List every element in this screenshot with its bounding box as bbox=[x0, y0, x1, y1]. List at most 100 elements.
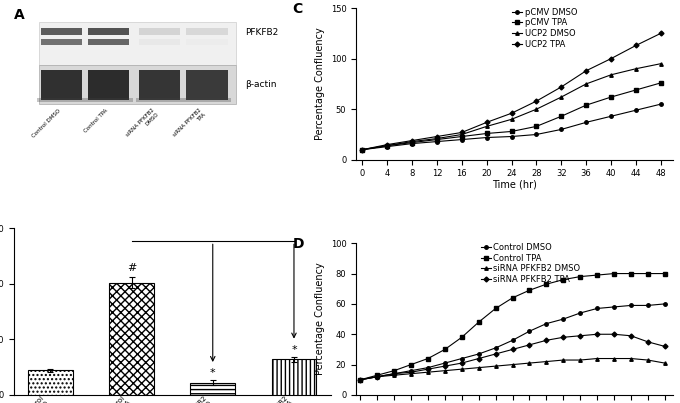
siRNA PFKFB2 DMSO bbox=[559, 357, 567, 362]
Bar bbox=[109, 283, 154, 395]
pCMV DMSO bbox=[507, 134, 515, 139]
siRNA PFKFB2 TPA bbox=[559, 335, 567, 340]
UCP2 DMSO bbox=[507, 117, 515, 122]
siRNA PFKFB2 TPA bbox=[526, 343, 534, 347]
Bar bbox=[85, 98, 133, 102]
Text: *: * bbox=[291, 345, 296, 355]
Control DMSO bbox=[661, 301, 669, 306]
siRNA PFKFB2 DMSO bbox=[458, 367, 466, 372]
Control DMSO bbox=[373, 374, 381, 379]
pCMV DMSO bbox=[657, 102, 665, 106]
Control TPA bbox=[373, 373, 381, 378]
Line: Control DMSO: Control DMSO bbox=[358, 302, 666, 382]
Control TPA bbox=[526, 288, 534, 293]
siRNA PFKFB2 DMSO bbox=[644, 357, 652, 362]
Control TPA bbox=[661, 271, 669, 276]
UCP2 DMSO bbox=[433, 136, 441, 141]
Control DMSO bbox=[542, 321, 550, 326]
UCP2 TPA bbox=[358, 147, 367, 152]
X-axis label: Time (hr): Time (hr) bbox=[492, 180, 537, 190]
Control DMSO bbox=[509, 338, 517, 343]
Text: PFKFB2: PFKFB2 bbox=[245, 28, 278, 37]
Text: siRNA PFKFB2
DMSO: siRNA PFKFB2 DMSO bbox=[125, 108, 160, 142]
Control TPA bbox=[559, 277, 567, 282]
Text: β-actin: β-actin bbox=[245, 80, 277, 89]
UCP2 DMSO bbox=[483, 124, 491, 129]
siRNA PFKFB2 DMSO bbox=[542, 359, 550, 364]
Bar bbox=[41, 69, 82, 100]
Bar bbox=[139, 69, 180, 100]
Control DMSO bbox=[390, 371, 398, 376]
siRNA PFKFB2 TPA bbox=[542, 338, 550, 343]
Line: pCMV TPA: pCMV TPA bbox=[360, 81, 662, 152]
Control TPA bbox=[610, 271, 618, 276]
Line: pCMV DMSO: pCMV DMSO bbox=[360, 102, 662, 152]
siRNA PFKFB2 TPA bbox=[441, 364, 449, 368]
siRNA PFKFB2 DMSO bbox=[356, 377, 364, 382]
Control TPA bbox=[407, 362, 415, 367]
Bar bbox=[139, 28, 180, 35]
siRNA PFKFB2 DMSO bbox=[627, 356, 635, 361]
Line: Control TPA: Control TPA bbox=[358, 272, 666, 382]
siRNA PFKFB2 DMSO bbox=[390, 373, 398, 378]
Bar bbox=[186, 39, 228, 45]
Control DMSO bbox=[441, 361, 449, 366]
Control DMSO bbox=[627, 303, 635, 308]
pCMV TPA bbox=[532, 124, 541, 129]
UCP2 DMSO bbox=[383, 143, 391, 148]
Control TPA bbox=[441, 347, 449, 352]
Control DMSO bbox=[576, 311, 584, 316]
UCP2 TPA bbox=[657, 31, 665, 36]
Control TPA bbox=[593, 273, 601, 278]
Control DMSO bbox=[593, 306, 601, 311]
Control TPA bbox=[390, 368, 398, 373]
UCP2 DMSO bbox=[557, 95, 565, 100]
Control TPA bbox=[475, 320, 483, 324]
Control DMSO bbox=[644, 303, 652, 308]
pCMV DMSO bbox=[458, 137, 466, 142]
pCMV DMSO bbox=[532, 132, 541, 137]
Legend: pCMV DMSO, pCMV TPA, UCP2 DMSO, UCP2 TPA: pCMV DMSO, pCMV TPA, UCP2 DMSO, UCP2 TPA bbox=[513, 8, 577, 49]
Control TPA bbox=[576, 274, 584, 279]
Text: Control DMSO: Control DMSO bbox=[31, 108, 61, 138]
Legend: Control DMSO, Control TPA, siRNA PFKFB2 DMSO, siRNA PFKFB2 TPA: Control DMSO, Control TPA, siRNA PFKFB2 … bbox=[481, 243, 581, 284]
Control TPA bbox=[356, 377, 364, 382]
UCP2 TPA bbox=[532, 99, 541, 104]
Bar bbox=[88, 39, 129, 45]
Text: A: A bbox=[14, 8, 24, 22]
Line: UCP2 TPA: UCP2 TPA bbox=[360, 31, 662, 152]
siRNA PFKFB2 TPA bbox=[390, 371, 398, 376]
Control TPA bbox=[458, 335, 466, 340]
pCMV TPA bbox=[632, 87, 640, 92]
Bar bbox=[271, 359, 316, 395]
Bar bbox=[41, 39, 82, 45]
UCP2 DMSO bbox=[657, 61, 665, 66]
pCMV TPA bbox=[607, 95, 615, 100]
Bar bbox=[186, 69, 228, 100]
UCP2 TPA bbox=[607, 56, 615, 61]
Line: UCP2 DMSO: UCP2 DMSO bbox=[360, 62, 662, 152]
Bar bbox=[37, 98, 85, 102]
UCP2 DMSO bbox=[458, 132, 466, 137]
UCP2 DMSO bbox=[607, 73, 615, 77]
siRNA PFKFB2 TPA bbox=[610, 332, 618, 337]
Control TPA bbox=[542, 282, 550, 287]
pCMV DMSO bbox=[483, 135, 491, 140]
Control DMSO bbox=[407, 368, 415, 373]
pCMV DMSO bbox=[408, 141, 416, 146]
Control TPA bbox=[627, 271, 635, 276]
siRNA PFKFB2 TPA bbox=[458, 361, 466, 366]
UCP2 DMSO bbox=[408, 139, 416, 144]
Control TPA bbox=[644, 271, 652, 276]
Control DMSO bbox=[559, 317, 567, 322]
UCP2 TPA bbox=[507, 111, 515, 116]
UCP2 TPA bbox=[582, 69, 590, 73]
Line: siRNA PFKFB2 DMSO: siRNA PFKFB2 DMSO bbox=[358, 357, 666, 382]
pCMV DMSO bbox=[383, 144, 391, 149]
pCMV TPA bbox=[582, 103, 590, 108]
Bar bbox=[39, 22, 235, 65]
pCMV DMSO bbox=[358, 147, 367, 152]
UCP2 TPA bbox=[383, 142, 391, 147]
pCMV TPA bbox=[483, 131, 491, 136]
UCP2 TPA bbox=[433, 134, 441, 139]
